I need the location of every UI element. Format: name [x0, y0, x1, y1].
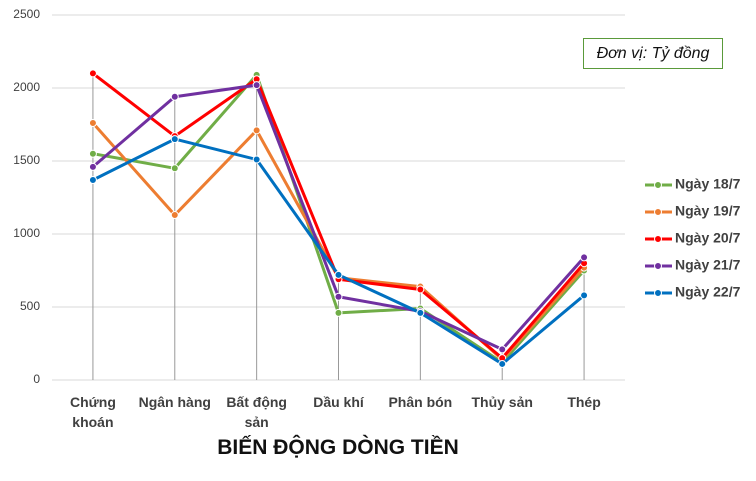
- data-point: [170, 211, 179, 220]
- data-point: [416, 308, 425, 317]
- data-point: [88, 162, 97, 171]
- data-point: [334, 270, 343, 279]
- data-point: [580, 291, 589, 300]
- data-point: [170, 92, 179, 101]
- data-point: [498, 345, 507, 354]
- data-point: [252, 81, 261, 90]
- data-point: [580, 253, 589, 262]
- x-tick-label: Thủy sản: [471, 394, 533, 410]
- data-point: [88, 175, 97, 184]
- x-tick-label: Phân bón: [388, 394, 453, 410]
- data-point: [498, 359, 507, 368]
- x-tick-label: Thép: [567, 394, 601, 410]
- data-point: [88, 119, 97, 128]
- data-point: [88, 69, 97, 78]
- x-tick-label: Bất động sản: [226, 394, 287, 430]
- legend-label: Ngày 20/7: [675, 230, 741, 246]
- annotation: Đơn vị: Tỷ đồng: [583, 38, 723, 69]
- y-tick-label: 1500: [13, 153, 40, 167]
- y-tick-label: 1000: [13, 226, 40, 240]
- y-tick-label: 2500: [13, 7, 40, 21]
- y-tick-label: 2000: [13, 80, 40, 94]
- x-tick-label: Ngân hàng: [138, 394, 211, 410]
- data-point: [334, 292, 343, 301]
- legend-marker: [654, 262, 662, 270]
- legend-marker: [654, 235, 662, 243]
- x-tick-label: Dầu khí: [313, 394, 364, 410]
- x-tick-label: Chứng khoán: [69, 394, 116, 430]
- legend-marker: [654, 208, 662, 216]
- legend-label: Ngày 21/7: [675, 257, 741, 273]
- legend-label: Ngày 18/7: [675, 176, 741, 192]
- data-point: [252, 126, 261, 135]
- data-point: [170, 164, 179, 173]
- data-point: [334, 308, 343, 317]
- data-point: [170, 135, 179, 144]
- data-point: [88, 149, 97, 158]
- legend-label: Ngày 22/7: [675, 284, 741, 300]
- legend-marker: [654, 181, 662, 189]
- data-point: [252, 155, 261, 164]
- data-point: [416, 285, 425, 294]
- y-tick-label: 500: [20, 299, 40, 313]
- legend-marker: [654, 289, 662, 297]
- legend-label: Ngày 19/7: [675, 203, 741, 219]
- y-tick-label: 0: [33, 372, 40, 386]
- chart-title: BIẾN ĐỘNG DÒNG TIỀN: [217, 436, 459, 459]
